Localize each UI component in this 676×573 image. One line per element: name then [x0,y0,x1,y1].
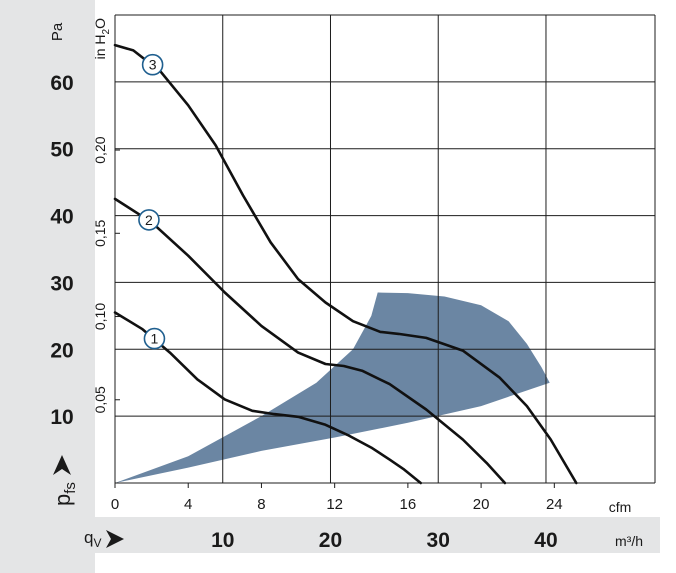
y2-tick-label-4: 0,20 [92,136,108,163]
x-tick-label-16: 16 [400,496,417,513]
curve-marker-label-2: 2 [145,212,153,228]
x-tick-label-12: 12 [326,496,343,513]
curve-marker-label-3: 3 [149,57,157,73]
x2-unit-label: m³/h [615,533,643,549]
y-symbol-label: pfs [50,482,79,506]
y-tick-label-40: 40 [50,206,73,229]
y2-tick-label-2: 0,10 [92,303,108,330]
x-tick-label-24: 24 [546,496,563,513]
curve-marker-label-1: 1 [151,331,159,347]
y2-tick-label-1: 0,05 [92,386,108,413]
x-tick-label-20: 20 [473,496,490,513]
y-tick-label-10: 10 [50,406,73,429]
x2-tick-label-10: 10 [211,529,234,552]
y2-tick-label-3: 0,15 [92,219,108,246]
y2-unit-label: in H2O [92,18,112,59]
y-tick-label-60: 60 [50,72,73,95]
x2-tick-label-30: 30 [427,529,450,552]
curve-marker-2 [138,209,160,231]
x-tick-label-8: 8 [257,496,265,513]
x-axis-arrow-icon [106,530,124,548]
x-unit-label: cfm [609,499,632,515]
y-tick-label-20: 20 [50,339,73,362]
x-tick-label-4: 4 [184,496,192,513]
y-axis-arrow-icon [53,455,71,475]
operating-region [115,292,550,483]
curve-marker-1 [143,327,166,350]
x-symbol-label: qV [84,528,101,550]
x2-tick-label-20: 20 [319,529,342,552]
x2-tick-label-40: 40 [534,529,557,552]
y-unit-label: Pa [49,22,66,41]
curve-2 [113,197,507,485]
x-tick-label-0: 0 [111,496,119,513]
y-axis-band [0,0,95,573]
y-tick-label-50: 50 [50,139,73,162]
curve-1 [113,311,422,485]
y-tick-label-30: 30 [50,272,73,295]
curve-marker-3 [141,53,164,76]
curve-3 [113,43,578,485]
